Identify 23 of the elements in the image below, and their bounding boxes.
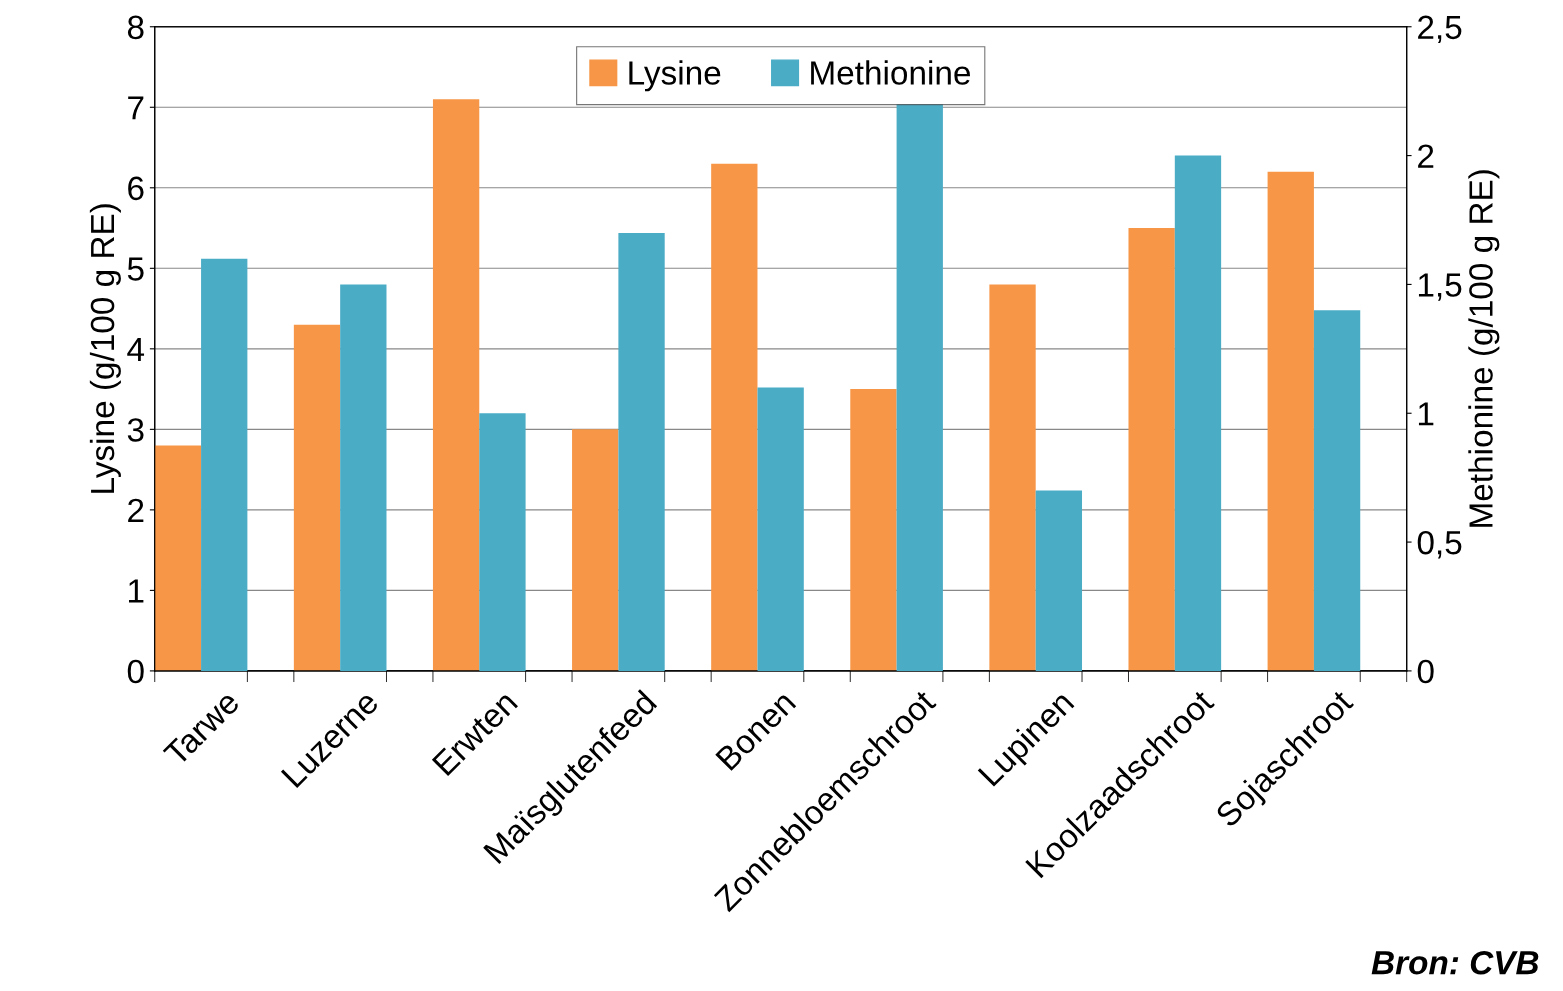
text: Bron: CVB: [1371, 950, 1539, 975]
y2-tick-label: 1,5: [1418, 273, 1462, 301]
y2-tick-label: 0,5: [1417, 530, 1462, 559]
y2-axis-title: Methionine (g/100 g RE): [1468, 170, 1500, 527]
bar: [896, 104, 943, 671]
bar: [432, 99, 480, 671]
legend-label: Methionine: [811, 60, 970, 85]
y-tick-label: 3: [127, 418, 144, 442]
y-tick-label: 5: [127, 257, 144, 281]
y-tick-label: 1: [129, 579, 144, 603]
legend-label: Lysine: [629, 60, 721, 92]
y2-tick-label: 2: [1418, 144, 1434, 168]
y-tick-label: 6: [128, 176, 144, 201]
y-tick-label: 4: [127, 337, 145, 361]
bar: [989, 284, 1036, 671]
y2-tick-label: 1: [1418, 402, 1434, 426]
y2-tick-label: 0: [1417, 659, 1434, 684]
y-tick-label: 0: [127, 659, 144, 684]
y-tick-label: 8: [127, 15, 144, 40]
y2-tick-label: 2,5: [1418, 15, 1462, 44]
y-tick-label: 2: [128, 498, 144, 522]
y-axis-title: Lysine (g/100 g RE): [89, 204, 121, 493]
y-tick-label: 7: [128, 96, 144, 120]
